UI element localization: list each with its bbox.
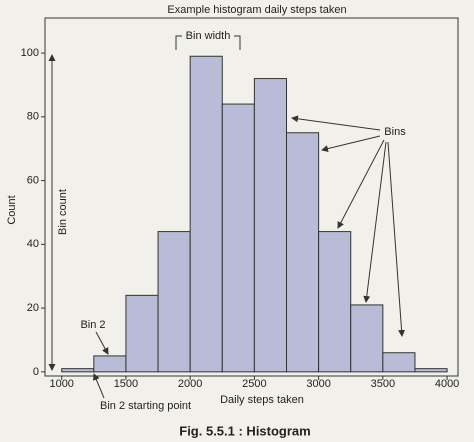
y-axis-label: Count: [6, 195, 18, 224]
y-tick-label: 40: [27, 238, 39, 250]
plot-frame: [44, 17, 459, 377]
annotation: Bin 2 starting point: [100, 400, 191, 412]
annotation: Bin count: [57, 189, 69, 235]
arrow: [337, 139, 385, 229]
x-tick-label: 1500: [114, 378, 138, 390]
caption: Fig. 5.5.1 : Histogram: [179, 423, 310, 438]
y-tick-label: 80: [27, 111, 39, 123]
bar: [125, 294, 159, 373]
bar: [157, 231, 191, 373]
arrow: [291, 115, 381, 131]
y-tick-label: 100: [21, 47, 39, 59]
bar: [221, 103, 255, 373]
arrow: [93, 373, 105, 399]
x-tick-label: 1000: [49, 378, 73, 390]
chart-title: Example histogram daily steps taken: [167, 4, 346, 16]
x-tick-label: 2500: [242, 378, 266, 390]
y-tick-label: 60: [27, 174, 39, 186]
y-tick-label: 20: [27, 302, 39, 314]
x-tick-label: 2000: [178, 378, 202, 390]
bar: [414, 368, 448, 373]
x-tick-label: 4000: [435, 378, 459, 390]
title-bg: [150, 3, 364, 17]
y-tick-label: 0: [33, 366, 39, 378]
bar: [93, 355, 127, 373]
annotation: Bins: [384, 126, 406, 138]
x-tick-label: 3500: [371, 378, 395, 390]
bar: [286, 132, 320, 373]
annotation: Bin 2: [80, 319, 105, 331]
bracket: [175, 35, 241, 50]
arrow: [363, 141, 387, 303]
bar: [350, 304, 384, 373]
x-tick-label: 3000: [306, 378, 330, 390]
bar: [318, 231, 352, 373]
bar: [61, 368, 95, 373]
bar: [382, 352, 416, 373]
x-axis-label: Daily steps taken: [220, 394, 304, 406]
bar: [189, 55, 223, 373]
arrow: [387, 141, 406, 337]
annotation: Bin width: [186, 30, 231, 42]
arrow: [95, 331, 109, 355]
arrow: [321, 135, 381, 152]
bar: [253, 78, 288, 373]
